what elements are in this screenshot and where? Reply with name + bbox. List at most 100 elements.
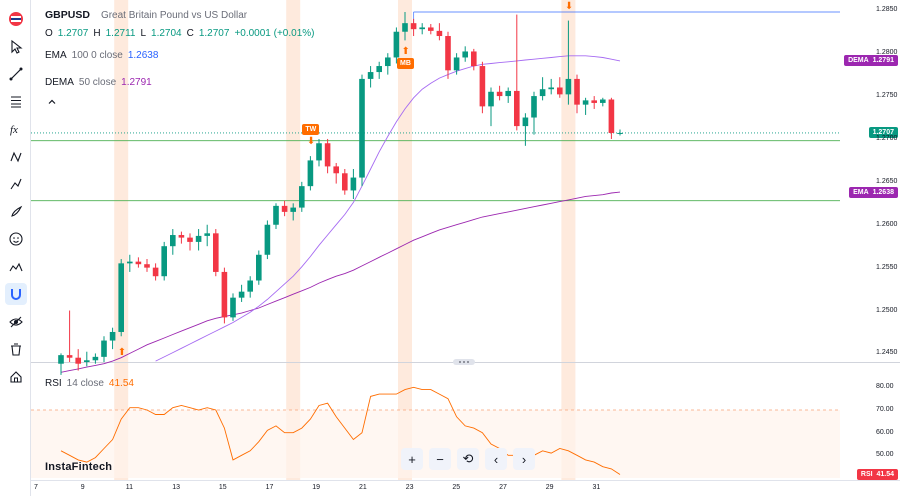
chart-canvas[interactable] — [31, 0, 900, 496]
ema-legend[interactable]: EMA 100 0 close 1.2638 — [45, 50, 158, 61]
candle[interactable] — [204, 224, 210, 247]
rsi-legend[interactable]: RSI 14 close 41.54 — [45, 378, 134, 389]
candle[interactable] — [161, 241, 167, 281]
pane-resize-handle[interactable] — [453, 359, 475, 365]
candle[interactable] — [299, 181, 305, 212]
candle[interactable] — [75, 349, 81, 371]
candle[interactable] — [238, 284, 245, 302]
candle[interactable] — [591, 96, 597, 109]
candle[interactable] — [385, 53, 391, 75]
candle[interactable] — [221, 267, 228, 324]
marker-mb[interactable]: MB — [397, 58, 414, 70]
candle[interactable] — [350, 168, 357, 200]
candle[interactable] — [436, 23, 443, 41]
candle[interactable] — [557, 77, 563, 98]
candle[interactable] — [419, 23, 425, 35]
candle[interactable] — [488, 87, 494, 127]
chart-area[interactable]: GBPUSD Great Britain Pound vs US Dollar … — [31, 0, 900, 496]
dema-legend[interactable]: DEMA 50 close 1.2791 — [45, 77, 152, 88]
candle[interactable] — [273, 203, 279, 230]
candle[interactable] — [84, 351, 90, 367]
fibonacci-tool-button[interactable] — [5, 91, 27, 113]
candle[interactable] — [230, 293, 236, 321]
candle[interactable] — [187, 233, 193, 251]
candle[interactable] — [152, 263, 159, 281]
candle[interactable] — [608, 97, 615, 139]
ruler-tool-button[interactable] — [5, 256, 27, 278]
candle[interactable] — [522, 113, 529, 146]
candle[interactable] — [496, 85, 503, 101]
eye-tool-button[interactable] — [5, 311, 27, 333]
candle[interactable] — [109, 327, 116, 350]
flag-tool-button[interactable] — [5, 8, 27, 30]
trash-tool-button[interactable] — [5, 338, 27, 360]
candle[interactable] — [264, 220, 271, 260]
emoji-tool-button[interactable] — [5, 228, 27, 250]
candle[interactable] — [92, 353, 99, 364]
brush-tool-button[interactable] — [5, 201, 27, 223]
candle[interactable] — [58, 353, 64, 375]
candle[interactable] — [393, 27, 400, 64]
function-tool-button[interactable]: fx — [5, 118, 27, 140]
candle[interactable] — [445, 31, 451, 79]
candle[interactable] — [453, 53, 460, 75]
candle[interactable] — [195, 229, 202, 251]
ema-line[interactable] — [60, 191, 621, 373]
zoom-in-button[interactable]: + — [401, 448, 423, 470]
scroll-right-button[interactable]: › — [513, 448, 535, 470]
candle[interactable] — [290, 203, 296, 221]
candle-body — [479, 66, 486, 107]
reset-chart-button[interactable]: ⟲ — [457, 448, 479, 470]
candle[interactable] — [307, 156, 314, 191]
candle[interactable] — [101, 336, 107, 362]
candle[interactable] — [548, 78, 554, 95]
candle[interactable] — [118, 259, 124, 337]
candle[interactable] — [367, 66, 374, 88]
candle[interactable] — [505, 87, 511, 103]
candle[interactable] — [479, 61, 486, 114]
zoom-out-button[interactable]: − — [429, 448, 451, 470]
candle[interactable] — [342, 168, 348, 195]
candle[interactable] — [462, 46, 468, 62]
candle[interactable] — [213, 229, 219, 277]
candle[interactable] — [376, 61, 382, 79]
candle[interactable] — [428, 24, 434, 35]
candle[interactable] — [617, 129, 623, 136]
ema-params: 100 0 close — [71, 50, 123, 61]
trendline-tool-button[interactable] — [5, 63, 27, 85]
candle[interactable] — [281, 200, 288, 217]
patterns-tool-button[interactable] — [5, 146, 27, 168]
candle[interactable] — [359, 74, 365, 187]
candle[interactable] — [316, 138, 322, 167]
candle[interactable] — [144, 259, 150, 272]
candle[interactable] — [565, 20, 572, 105]
candle[interactable] — [574, 74, 580, 114]
candle[interactable] — [170, 229, 176, 255]
cursor-tool-button[interactable] — [5, 36, 27, 58]
date-axis[interactable]: 7 9 11 13 15 17 19 21 23 25 27 29 31 — [31, 484, 900, 496]
home-tool-button[interactable] — [5, 366, 27, 388]
prediction-tool-button[interactable] — [5, 173, 27, 195]
candle[interactable] — [333, 162, 339, 184]
candle[interactable] — [127, 254, 133, 272]
candle[interactable] — [256, 250, 262, 285]
candle[interactable] — [135, 257, 142, 268]
symbol-name[interactable]: GBPUSD — [45, 9, 90, 21]
marker-tw[interactable]: TW — [302, 124, 320, 136]
candle[interactable] — [514, 14, 520, 131]
candle[interactable] — [247, 276, 253, 298]
candle[interactable] — [66, 310, 73, 362]
candle[interactable] — [539, 77, 546, 101]
candle[interactable] — [402, 12, 408, 41]
collapse-legend-button[interactable] — [47, 97, 57, 107]
scroll-left-button[interactable]: ‹ — [485, 448, 507, 470]
magnet-tool-button[interactable] — [5, 283, 27, 305]
candle[interactable] — [324, 138, 331, 174]
candle[interactable] — [531, 91, 537, 135]
candle[interactable] — [582, 97, 589, 115]
dema-line[interactable] — [155, 55, 621, 362]
candle[interactable] — [600, 97, 606, 107]
candle[interactable] — [471, 48, 477, 71]
candle[interactable] — [410, 18, 417, 37]
candle[interactable] — [178, 231, 185, 244]
